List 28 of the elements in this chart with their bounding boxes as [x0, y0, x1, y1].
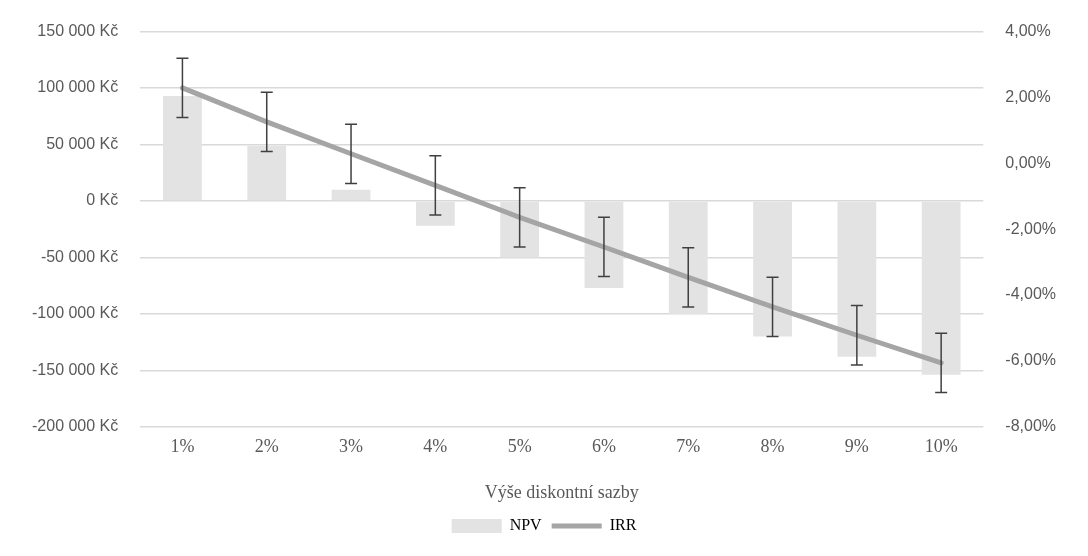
x-tick-label: 5%	[507, 436, 532, 457]
legend-label: IRR	[609, 516, 637, 534]
y2-tick-label: -4,00%	[1005, 285, 1057, 303]
x-tick-label: 1%	[170, 436, 195, 457]
y-tick-label: 100 000 Kč	[37, 78, 119, 96]
y2-tick-label: -2,00%	[1005, 219, 1057, 237]
x-tick-label: 8%	[760, 436, 785, 457]
legend-label: NPV	[509, 516, 543, 534]
y-tick-label: -200 000 Kč	[32, 417, 119, 435]
y-tick-label: -100 000 Kč	[32, 304, 119, 322]
y-tick-label: 0 Kč	[86, 191, 119, 209]
x-tick-label: 6%	[591, 436, 616, 457]
x-tick-label: 9%	[844, 436, 869, 457]
y-tick-label: 50 000 Kč	[46, 134, 119, 152]
x-axis-title: Výše diskontní sazby	[484, 481, 639, 502]
y-tick-label: 150 000 Kč	[37, 22, 119, 40]
x-tick-label: 7%	[676, 436, 701, 457]
y2-tick-label: 0,00%	[1005, 153, 1051, 171]
y-tick-label: -50 000 Kč	[40, 247, 119, 265]
y2-tick-label: -8,00%	[1005, 417, 1057, 435]
x-tick-label: 2%	[254, 436, 279, 457]
y-tick-label: -150 000 Kč	[32, 360, 119, 378]
x-tick-label: 3%	[339, 436, 364, 457]
y2-tick-label: 2,00%	[1005, 87, 1051, 105]
y2-tick-label: -6,00%	[1005, 351, 1057, 369]
x-tick-label: 4%	[423, 436, 448, 457]
x-tick-label: 10%	[924, 436, 958, 457]
y2-tick-label: 4,00%	[1005, 22, 1051, 40]
